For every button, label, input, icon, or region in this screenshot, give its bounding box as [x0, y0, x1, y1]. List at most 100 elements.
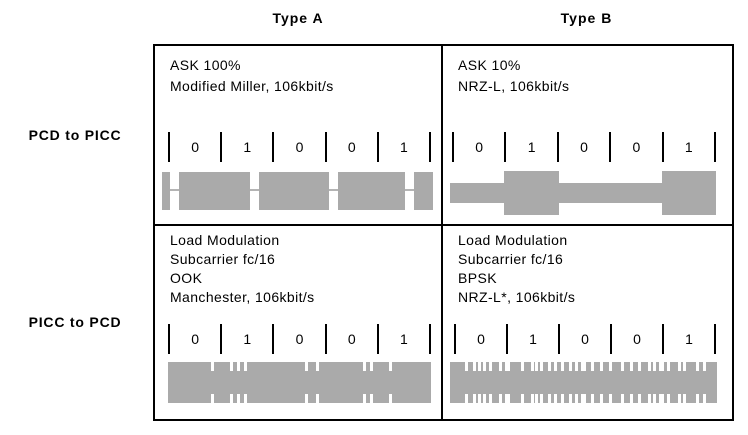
bit-cell: 1 — [220, 132, 272, 162]
subcarrier-line: Subcarrier fc/16 — [458, 251, 564, 267]
subcarrier-notch — [653, 394, 656, 403]
subcarrier-notch — [465, 394, 468, 403]
subcarrier-notch — [648, 394, 651, 403]
subcarrier-notch — [489, 394, 492, 403]
subcarrier-notch — [554, 362, 557, 371]
subcarrier-notch — [561, 394, 564, 403]
subcarrier-notch — [489, 362, 492, 371]
bit-cell: 1 — [506, 324, 558, 354]
bit-value: 0 — [347, 139, 356, 155]
subcarrier-notch — [305, 394, 308, 403]
cell-description: Load Modulation Subcarrier fc/16 BPSK NR… — [458, 231, 575, 307]
modulation-line: ASK 10% — [458, 57, 521, 73]
subcarrier-notch — [591, 394, 594, 403]
bit-cell: 0 — [452, 132, 504, 162]
cell-type-b-picc-to-pcd: Load Modulation Subcarrier fc/16 BPSK NR… — [443, 226, 732, 419]
subcarrier-notch — [548, 362, 551, 371]
subcarrier-notch — [363, 362, 366, 371]
subcarrier-notch — [678, 362, 681, 371]
subcarrier-notch — [363, 394, 366, 403]
waveform-ook-subcarrier — [168, 362, 431, 403]
modulation-line: Load Modulation — [170, 232, 280, 248]
column-header-type-a: Type A — [272, 10, 324, 26]
bit-value: 1 — [400, 331, 408, 347]
bit-value: 1 — [685, 331, 693, 347]
bit-value: 0 — [191, 139, 199, 155]
subcarrier-notch — [237, 394, 240, 403]
subcarrier-notch — [316, 362, 319, 371]
cell-type-a-picc-to-pcd: Load Modulation Subcarrier fc/16 OOK Man… — [155, 226, 443, 419]
bit-cell: 0 — [272, 324, 324, 354]
subcarrier-notch — [531, 362, 534, 371]
subcarrier-notch — [244, 362, 247, 371]
subcarrier-notch — [667, 362, 670, 371]
bit-value: 0 — [475, 139, 484, 155]
subcarrier-notch — [600, 362, 603, 371]
subcarrier-notch — [609, 362, 612, 371]
bit-cell: 1 — [376, 324, 432, 354]
carrier-line — [405, 189, 414, 191]
coding-line: Modified Miller, 106kbit/s — [170, 78, 334, 94]
subcarrier-notch — [667, 394, 670, 403]
subcarrier-notch — [621, 394, 624, 403]
bit-cell: 0 — [324, 132, 377, 162]
subcarrier-notch — [659, 362, 664, 371]
subcarrier-notch — [535, 362, 538, 371]
pause-gap — [170, 172, 179, 210]
bit-ruler: 0 1 0 0 1 — [452, 132, 717, 162]
waveform-bpsk-subcarrier — [450, 362, 717, 403]
subcarrier-notch — [581, 394, 586, 403]
subcarrier-notch — [561, 362, 564, 371]
subcarrier-notch — [630, 362, 633, 371]
subcarrier-notch — [389, 394, 392, 403]
pause-gap — [250, 172, 259, 210]
subcarrier-notch — [521, 394, 524, 403]
cell-description: ASK 100% Modified Miller, 106kbit/s — [170, 55, 334, 97]
row-label-pcd-to-picc: PCD to PICC — [28, 127, 122, 143]
subcarrier-notch — [591, 362, 594, 371]
subcarrier-notch — [683, 394, 686, 403]
subcarrier-notch — [696, 362, 699, 371]
subcarrier-line: Subcarrier fc/16 — [170, 251, 276, 267]
cell-type-b-pcd-to-picc: ASK 10% NRZ-L, 106kbit/s 0 1 0 0 1 — [443, 46, 732, 226]
subcarrier-notch — [703, 362, 706, 371]
subcarrier-notch — [575, 362, 578, 371]
subcarrier-notch — [638, 394, 641, 403]
modulation-line: ASK 100% — [170, 57, 241, 73]
waveform-nrz-ask — [450, 171, 716, 215]
subcarrier-notch — [505, 362, 510, 371]
subcarrier-notch — [653, 362, 656, 371]
subcarrier-notch — [499, 394, 502, 403]
subcarrier-notch — [211, 362, 214, 371]
row-label-picc-to-pcd: PICC to PCD — [28, 313, 122, 330]
subcarrier-notch — [600, 394, 603, 403]
subcarrier-notch — [230, 394, 233, 403]
subcarrier-notch — [575, 394, 578, 403]
subcarrier-notch — [370, 362, 373, 371]
bit-value: 0 — [347, 331, 356, 347]
subcarrier-notch — [540, 394, 543, 403]
bit-value: 1 — [400, 139, 408, 155]
coding-line: Manchester, 106kbit/s — [170, 289, 315, 305]
subcarrier-notch — [648, 362, 651, 371]
subcarrier-notch — [678, 394, 681, 403]
keying-line: BPSK — [458, 270, 497, 286]
subcarrier-notch — [499, 362, 502, 371]
bit-value: 0 — [580, 139, 588, 155]
bit-cell: 0 — [610, 324, 662, 354]
bit-cell: 1 — [220, 324, 272, 354]
subcarrier-notch — [478, 362, 481, 371]
subcarrier-notch — [535, 394, 538, 403]
subcarrier-notch — [370, 394, 373, 403]
high-amplitude-block — [662, 171, 716, 215]
subcarrier-notch — [230, 362, 233, 371]
carrier-line — [250, 189, 259, 191]
subcarrier-notch — [244, 394, 247, 403]
subcarrier-notch — [638, 362, 641, 371]
bit-cell: 1 — [376, 132, 432, 162]
subcarrier-notch — [696, 394, 699, 403]
subcarrier-notch — [473, 362, 476, 371]
subcarrier-notch — [316, 394, 319, 403]
